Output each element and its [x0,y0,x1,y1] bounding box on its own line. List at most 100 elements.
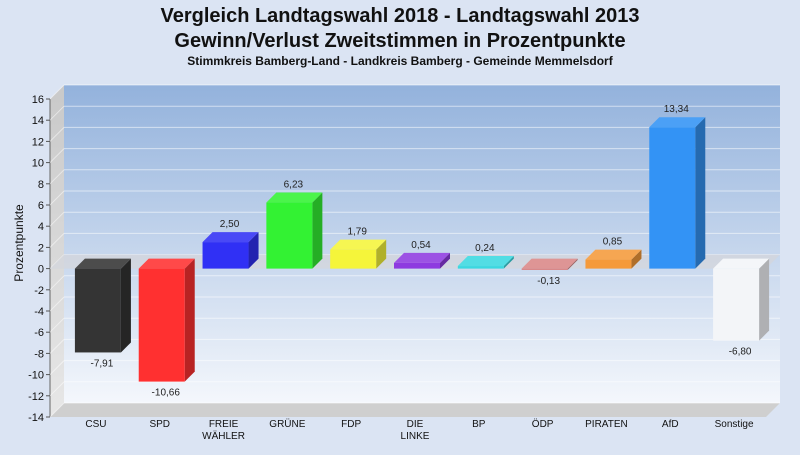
y-tick-label: -10 [28,370,44,382]
y-tick-label: 4 [38,221,44,233]
bar-front [202,242,249,269]
y-tick-label: 16 [32,94,44,106]
category-label: LINKE [401,431,430,442]
bar-front [138,268,185,382]
bar-front [394,262,440,269]
bar-top [713,258,770,269]
bar-top [585,249,642,260]
y-axis-title: Prozentpunkte [12,204,26,282]
data-label: 0,24 [475,243,495,254]
grid-line-side [49,190,65,206]
grid-line-side [49,211,65,227]
category-label: BP [472,419,486,430]
grid-line-side [49,402,65,418]
y-tick-label: -2 [34,285,44,297]
bar-top [649,117,706,128]
bar-side [567,258,578,270]
bar-side [695,117,706,269]
grid-line-side [49,148,65,163]
y-tick-label: 10 [32,158,44,170]
grid-line-side [49,339,65,354]
bar-top [330,239,387,250]
category-label: FREIE [209,419,239,430]
y-tick-label: -8 [34,348,44,360]
bar-front [457,266,504,269]
bar-side [759,258,770,341]
bars [74,117,770,382]
grid-line-side [49,275,65,291]
bar-front [74,268,121,353]
plot-side-wall [50,85,64,417]
data-label: -0,13 [537,276,560,287]
grid-line-side [49,233,65,248]
bar [138,258,195,382]
bar-top [202,232,259,243]
chart-title-line-2: Gewinn/Verlust Zweitstimmen in Prozentpu… [174,30,625,52]
data-label: -10,66 [152,388,181,399]
bar-side [376,239,387,269]
bar-front [521,268,568,270]
bar-front [266,202,313,269]
bar [74,258,131,353]
grid-line-side [49,381,65,397]
grid-line-side [49,127,65,142]
y-tick-label: -6 [34,327,44,339]
bar-top [457,256,514,267]
bar-front [649,127,696,269]
category-label: FDP [341,419,361,430]
y-tick-label: -14 [28,412,44,424]
plot-floor [50,403,780,417]
bar-side [248,232,259,269]
bar [202,232,259,269]
category-label: ÖDP [532,418,554,430]
data-label: 13,34 [664,104,689,115]
data-label: 2,50 [220,219,240,230]
bar [585,249,642,269]
bar-front [713,268,760,341]
data-label: 6,23 [284,180,304,191]
y-tick-label: -4 [34,306,44,318]
chart-title-line-1: Vergleich Landtagswahl 2018 - Landtagswa… [160,5,639,27]
grid-line-side [49,317,65,333]
data-label: 0,85 [603,237,623,248]
data-label: -6,80 [729,347,752,358]
grid-line-side [49,105,65,121]
y-tick-label: 0 [38,264,44,276]
category-label: Sonstige [715,419,754,430]
y-tick-label: 12 [32,136,44,148]
grid-line-side [49,296,65,312]
category-label: WÄHLER [202,430,245,442]
y-axis-ticks: 16 14 12 10 8 6 4 2 0 -2 -4 -6 -8 -10 -12 -14 [28,94,50,424]
y-tick-label: 14 [32,115,44,127]
bar-side [120,258,131,353]
bar-front [330,249,377,269]
bar-side [440,252,450,269]
bar-top [521,258,578,269]
data-label: -7,91 [91,358,114,369]
y-tick-label: 2 [38,242,44,254]
grid-line-side [49,84,65,100]
bar-side [631,249,642,269]
category-label: GRÜNE [269,418,305,430]
grid-line-side [49,360,65,375]
bar-side [184,258,195,382]
data-labels: -7,91 -10,66 2,50 6,23 1,79 0,54 0,24 -0,13 0,85… [91,104,752,398]
bar [521,258,578,270]
category-label: CSU [85,419,106,430]
y-tick-label: -12 [28,391,44,403]
bar [330,239,387,269]
bar-top [266,192,323,203]
bar [457,256,514,269]
bar-side [312,192,323,269]
data-label: 0,54 [411,240,431,251]
bar-top [138,258,195,269]
bar-front [585,259,632,269]
bar [649,117,706,269]
y-tick-label: 6 [38,200,44,212]
category-label: AfD [662,419,679,430]
grid-line-side [49,169,65,185]
chart-subtitle: Stimmkreis Bamberg-Land - Landkreis Bamb… [187,54,613,68]
